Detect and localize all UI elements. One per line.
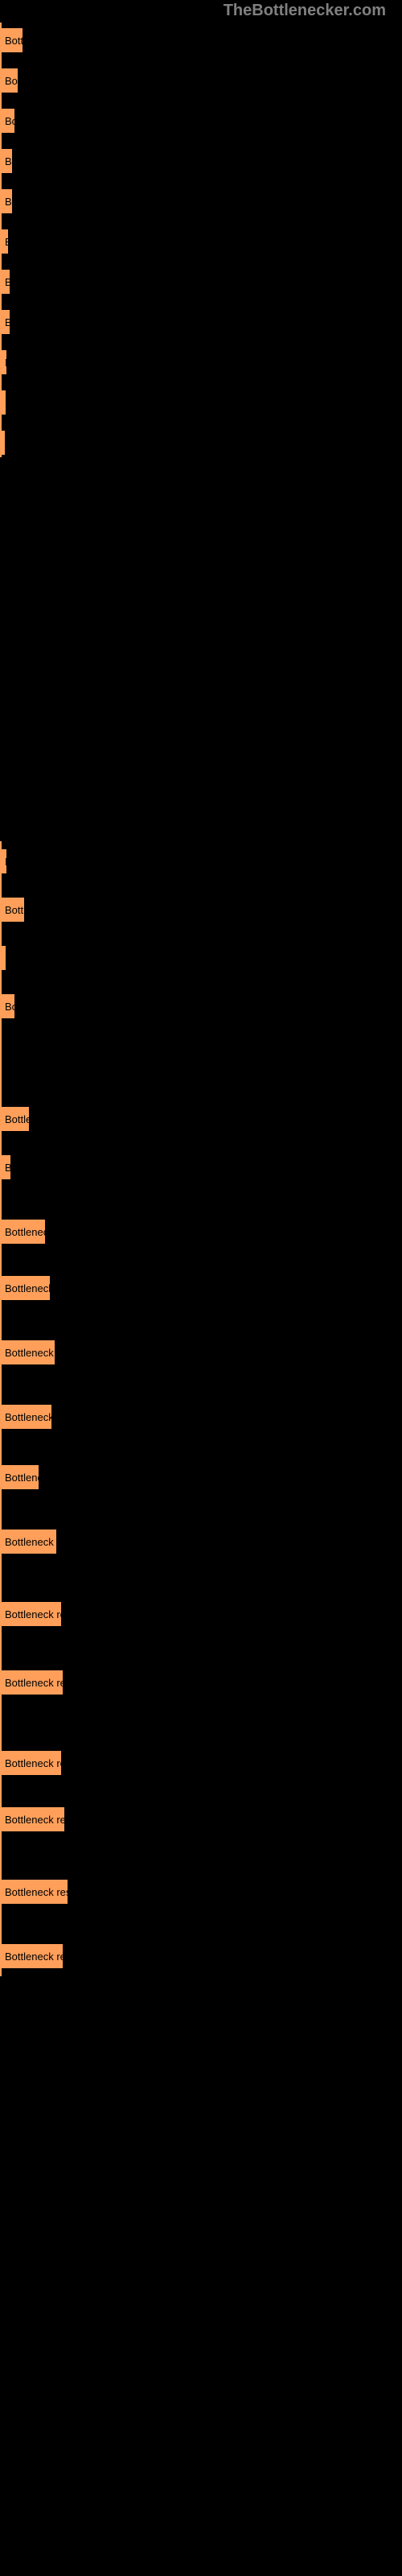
bar[interactable]: Bottleneck result bbox=[0, 1669, 64, 1696]
bar-label: Bottleneck result bbox=[5, 1472, 40, 1484]
bar-label: Bottleneck result bbox=[5, 397, 7, 409]
bar-label: Bottleneck result bbox=[5, 75, 19, 87]
bar-label: Bottleneck result bbox=[5, 1536, 58, 1548]
axis-line bbox=[0, 23, 2, 457]
chart-container: Bottleneck result Bottleneck result Bottle… bbox=[0, 0, 402, 2576]
bar-label: Bottleneck result bbox=[5, 357, 8, 369]
bar-label: Bottleneck result bbox=[5, 1162, 12, 1174]
bar-row: Bottleneck result bbox=[0, 185, 14, 217]
bar-label: Bottleneck result bbox=[5, 1677, 64, 1689]
bar[interactable]: Bottleneck result bbox=[0, 268, 11, 295]
bar[interactable]: Bottleneck result bbox=[0, 1878, 69, 1905]
bar-row: Bottleneck result bbox=[0, 105, 16, 137]
bar-row: Bottleneck result bbox=[0, 1598, 63, 1630]
bar-label: Bottleneck result bbox=[5, 904, 26, 916]
bar-row: Bottleneck result bbox=[0, 306, 11, 338]
bar[interactable]: Bottleneck result bbox=[0, 107, 16, 134]
bar[interactable]: Bottleneck result bbox=[0, 1105, 31, 1133]
bar-label: Bottleneck result bbox=[5, 1951, 64, 1963]
bar-label: Bottleneck result bbox=[5, 316, 11, 328]
bar[interactable]: Bottleneck result bbox=[0, 188, 14, 215]
bar-label: Bottleneck result bbox=[5, 1226, 47, 1238]
bar[interactable]: Bottleneck result bbox=[0, 1463, 40, 1491]
bar-label: Bottleneck result bbox=[5, 952, 7, 964]
bar[interactable]: Bottleneck result bbox=[0, 1218, 47, 1245]
bar-label: Bottleneck result bbox=[5, 1757, 63, 1769]
bar-label: Bottleneck result bbox=[5, 155, 14, 167]
bar-label: Bottleneck result bbox=[5, 276, 11, 288]
bar-row: Bottleneck result bbox=[0, 1803, 66, 1835]
bar-label: Bottleneck result bbox=[5, 1814, 66, 1826]
bar-row: Bottleneck result bbox=[0, 1461, 40, 1493]
axis-line bbox=[0, 841, 2, 1976]
bar-row: Bottleneck result bbox=[0, 1272, 51, 1304]
bar[interactable]: Bottleneck result bbox=[0, 896, 26, 923]
bar-row: Bottleneck result bbox=[0, 1216, 47, 1248]
bar[interactable]: Bottleneck result bbox=[0, 1749, 63, 1777]
bar-label: Bottleneck result bbox=[5, 236, 10, 248]
bar-row: Bottleneck result bbox=[0, 1747, 63, 1779]
bar[interactable]: Bottleneck result bbox=[0, 1403, 53, 1430]
bar[interactable]: Bottleneck result bbox=[0, 1339, 56, 1366]
bar[interactable]: Bottleneck result bbox=[0, 27, 24, 54]
bar-row: Bottleneck result bbox=[0, 1103, 31, 1135]
bar-row: Bottleneck result bbox=[0, 1336, 56, 1368]
bar-row: Bottleneck result bbox=[0, 1525, 58, 1558]
bar-row: Bottleneck result bbox=[0, 1666, 64, 1699]
bar[interactable]: Bottleneck result bbox=[0, 67, 19, 94]
bar-row: Bottleneck result bbox=[0, 145, 14, 177]
bar-label: Bottleneck result bbox=[5, 196, 14, 208]
bar-label: Bottleneck result bbox=[5, 115, 16, 127]
bar-row: Bottleneck result bbox=[0, 1876, 69, 1908]
bar[interactable]: Bottleneck result bbox=[0, 1600, 63, 1628]
bar-row: Bottleneck result bbox=[0, 990, 16, 1022]
bar[interactable]: Bottleneck result bbox=[0, 308, 11, 336]
bar[interactable]: Bottleneck result bbox=[0, 1154, 12, 1181]
bar[interactable]: Bottleneck result bbox=[0, 1528, 58, 1555]
bar[interactable]: Bottleneck result bbox=[0, 1806, 66, 1833]
bar-label: Bottleneck result bbox=[5, 1886, 69, 1898]
bar-label: Bottleneck result bbox=[5, 1001, 16, 1013]
bar-row: Bottleneck result bbox=[0, 894, 26, 926]
bar-row: Bottleneck result bbox=[0, 1151, 12, 1183]
bar-label: Bottleneck result bbox=[5, 1113, 31, 1125]
bar-label: Bottleneck result bbox=[5, 1608, 63, 1620]
bar-row: Bottleneck result bbox=[0, 64, 19, 97]
bar-row: Bottleneck result bbox=[0, 266, 11, 298]
bar[interactable]: Bottleneck result bbox=[0, 147, 14, 175]
bar-row: Bottleneck result bbox=[0, 24, 24, 56]
bar[interactable]: Bottleneck result bbox=[0, 1942, 64, 1970]
bar-label: Bottleneck result bbox=[5, 35, 24, 47]
bar-label: Bottleneck result bbox=[5, 856, 8, 868]
bar-row: Bottleneck result bbox=[0, 1401, 53, 1433]
bar[interactable]: Bottleneck result bbox=[0, 1274, 51, 1302]
bar-label: Bottleneck result bbox=[5, 1282, 51, 1294]
bar-label: Bottleneck result bbox=[5, 1347, 56, 1359]
bar-row: Bottleneck result bbox=[0, 1940, 64, 1972]
bar[interactable]: Bottleneck result bbox=[0, 993, 16, 1020]
bar-label: Bottleneck result bbox=[5, 1411, 53, 1423]
